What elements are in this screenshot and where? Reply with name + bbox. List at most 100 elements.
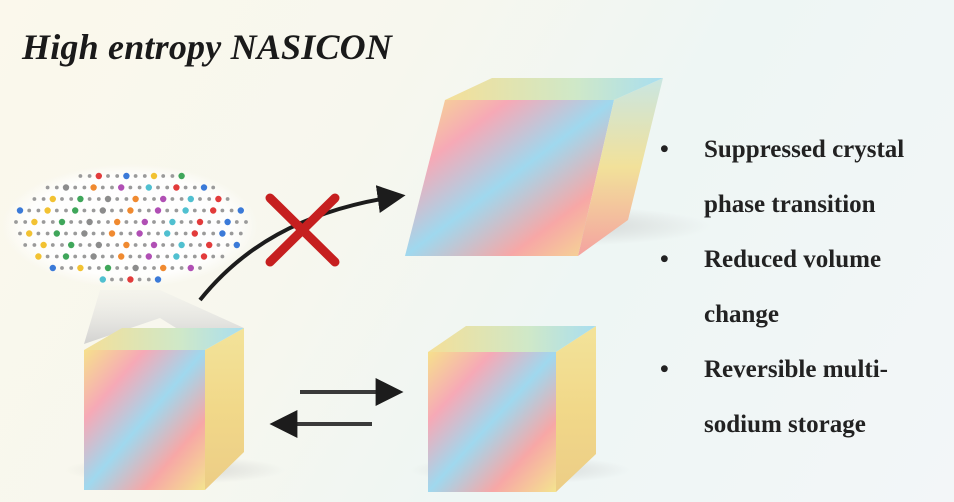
atom <box>224 218 231 226</box>
atom <box>58 218 66 226</box>
atom <box>82 185 87 190</box>
atom <box>161 243 166 247</box>
atom <box>31 218 38 226</box>
atom <box>91 231 96 236</box>
atom <box>137 277 142 282</box>
atom <box>154 276 162 283</box>
atom <box>146 277 151 282</box>
atom <box>207 220 212 224</box>
atom <box>124 266 129 270</box>
atom <box>187 264 194 272</box>
atom <box>156 254 160 259</box>
atom <box>202 231 206 236</box>
atom <box>73 185 78 190</box>
atom <box>69 266 74 270</box>
atom <box>145 253 152 260</box>
feature-item: • Reduced volume change <box>660 232 952 342</box>
atom <box>198 243 202 247</box>
atom <box>146 231 151 236</box>
feature-text: Suppressed crystal phase transition <box>704 136 905 218</box>
atom <box>137 185 142 190</box>
atom <box>207 197 212 201</box>
atom <box>174 208 179 213</box>
atom <box>216 220 221 224</box>
atom <box>36 231 41 236</box>
atom <box>150 172 158 180</box>
atom <box>178 241 185 249</box>
bullet-dot: • <box>660 356 669 383</box>
atom <box>202 208 206 213</box>
atom <box>100 254 105 259</box>
atom <box>123 172 130 180</box>
atom <box>128 231 133 236</box>
atom <box>115 197 120 201</box>
atom <box>170 243 175 247</box>
feature-text: Reversible multi- sodium storage <box>704 356 888 438</box>
atom <box>179 220 184 224</box>
atom <box>234 220 239 224</box>
atom <box>87 243 92 247</box>
atom <box>64 208 68 213</box>
atom <box>96 220 101 224</box>
atom <box>142 243 147 247</box>
atom <box>192 208 197 213</box>
atom <box>219 230 226 237</box>
atom <box>152 220 156 224</box>
atom <box>86 218 93 226</box>
atom <box>91 208 96 213</box>
atom <box>178 172 185 180</box>
diagram-title: High entropy NASICON <box>22 27 393 67</box>
atom <box>169 218 176 226</box>
atom <box>69 197 74 201</box>
atom <box>238 231 243 236</box>
atom <box>210 207 217 214</box>
atom <box>73 254 78 259</box>
atom <box>119 231 124 236</box>
atom <box>118 184 125 191</box>
atom <box>60 266 64 270</box>
atom <box>23 220 28 224</box>
atom <box>96 197 101 201</box>
atom <box>14 220 18 224</box>
atom <box>54 254 59 259</box>
atom <box>211 185 216 190</box>
atom <box>136 230 143 237</box>
atom <box>215 195 222 203</box>
atom <box>142 266 147 270</box>
atom <box>170 266 175 270</box>
atom <box>45 185 50 190</box>
atom-grid <box>14 172 248 283</box>
atom <box>133 220 138 224</box>
atom <box>119 208 124 213</box>
atom <box>211 254 216 259</box>
atom <box>35 253 42 260</box>
blocked-cross-icon <box>265 193 340 267</box>
atom <box>78 220 83 224</box>
atom <box>45 231 50 236</box>
atom <box>41 197 46 201</box>
atom <box>23 243 28 247</box>
atom <box>142 174 147 178</box>
atom <box>90 184 97 191</box>
atom <box>49 264 56 272</box>
atom <box>100 231 105 236</box>
atom <box>150 241 158 249</box>
atom <box>60 197 64 201</box>
atom <box>41 220 46 224</box>
atom <box>115 243 120 247</box>
atom <box>68 241 75 249</box>
atom <box>183 185 188 190</box>
atomic-lattice-cloud <box>2 164 258 288</box>
atom <box>16 207 24 214</box>
atom <box>18 231 22 236</box>
atom <box>137 208 142 213</box>
atom <box>220 208 225 213</box>
atom <box>137 254 142 259</box>
atom <box>26 230 33 237</box>
atom <box>32 243 37 247</box>
atom <box>152 266 156 270</box>
atom <box>77 195 84 203</box>
atom <box>188 220 193 224</box>
atom <box>183 254 188 259</box>
atom <box>54 208 59 213</box>
